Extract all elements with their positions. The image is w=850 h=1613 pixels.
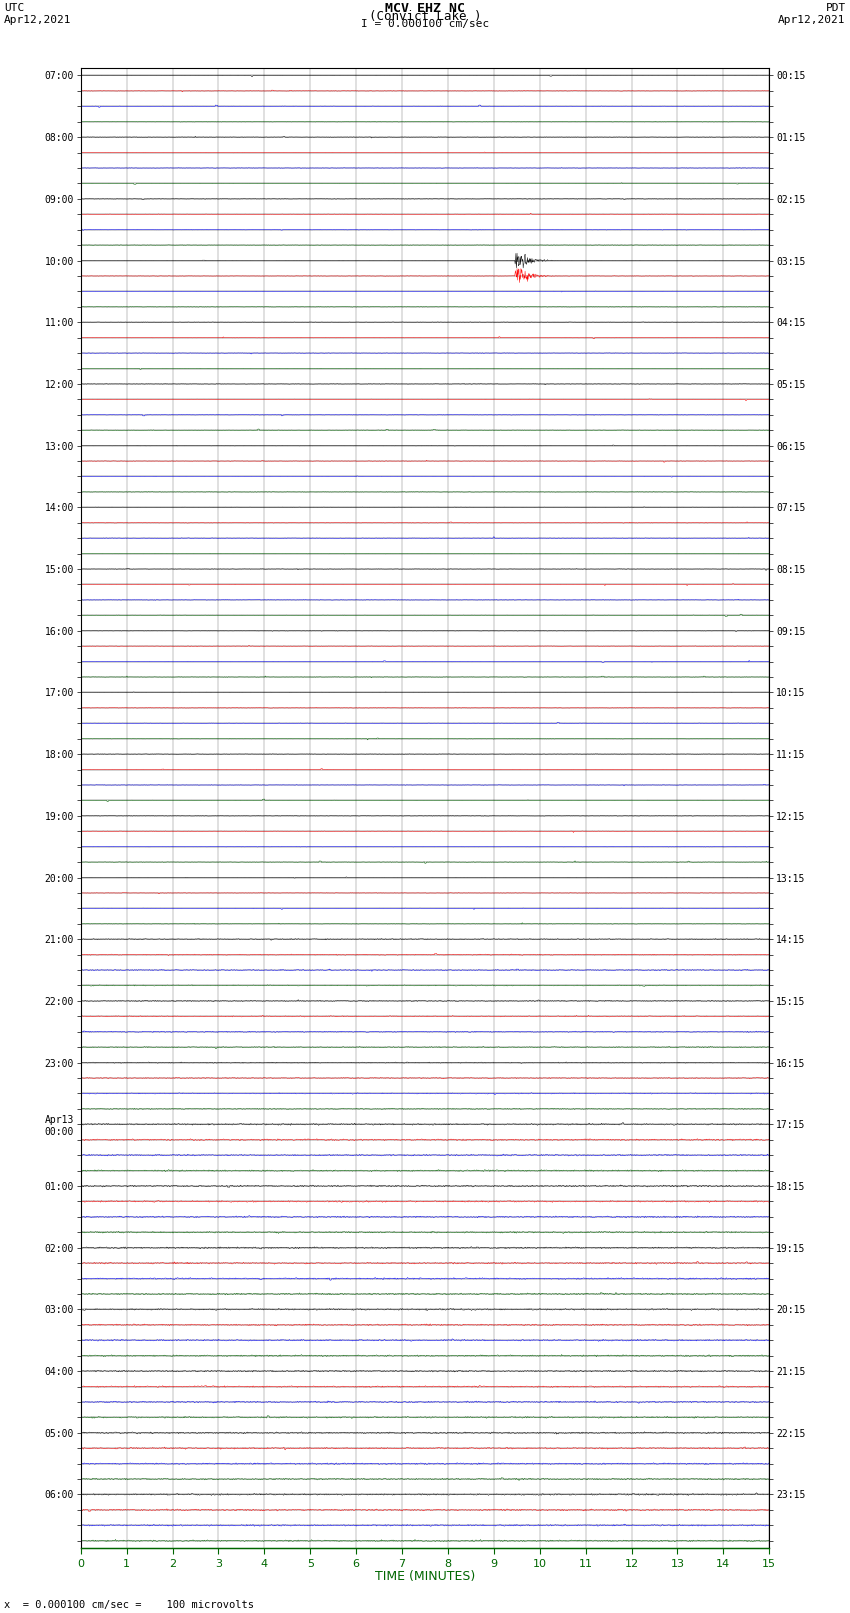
Text: x  = 0.000100 cm/sec =    100 microvolts: x = 0.000100 cm/sec = 100 microvolts <box>4 1600 254 1610</box>
Text: UTC
Apr12,2021: UTC Apr12,2021 <box>4 3 71 24</box>
Text: PDT
Apr12,2021: PDT Apr12,2021 <box>779 3 846 24</box>
Text: MCV EHZ NC: MCV EHZ NC <box>385 2 465 15</box>
Text: (Convict Lake ): (Convict Lake ) <box>369 10 481 23</box>
X-axis label: TIME (MINUTES): TIME (MINUTES) <box>375 1571 475 1584</box>
Text: I = 0.000100 cm/sec: I = 0.000100 cm/sec <box>361 19 489 29</box>
